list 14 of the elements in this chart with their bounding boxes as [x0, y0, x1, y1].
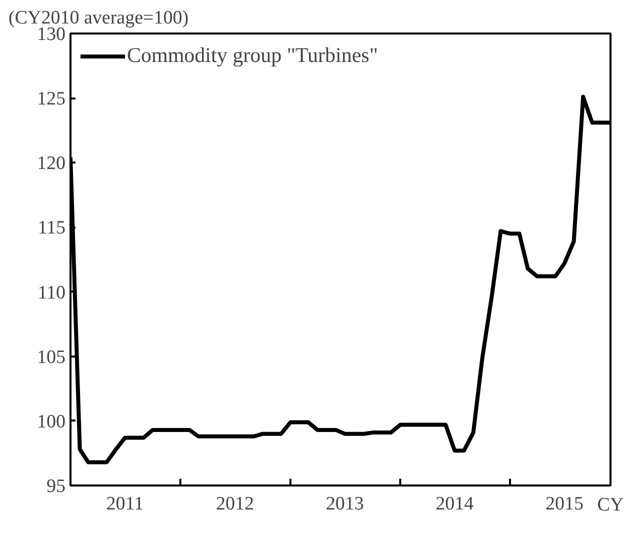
x-axis-title: CY	[597, 494, 624, 516]
legend-label: Commodity group "Turbines"	[127, 43, 378, 68]
x-tick-label: 2014	[436, 494, 474, 514]
x-tick-label: 2015	[545, 494, 584, 514]
x-tick-label: 2012	[216, 494, 254, 514]
x-tick-label: 2011	[106, 494, 144, 514]
y-tick-label: 105	[37, 346, 66, 368]
y-tick-label: 110	[38, 282, 66, 304]
y-tick-label: 125	[37, 88, 66, 110]
y-tick-label: 95	[46, 476, 66, 497]
y-tick-label: 115	[38, 218, 66, 239]
y-tick-label: 120	[37, 153, 66, 174]
y-tick-label: 100	[37, 411, 66, 432]
x-tick-label: 2013	[326, 494, 364, 514]
